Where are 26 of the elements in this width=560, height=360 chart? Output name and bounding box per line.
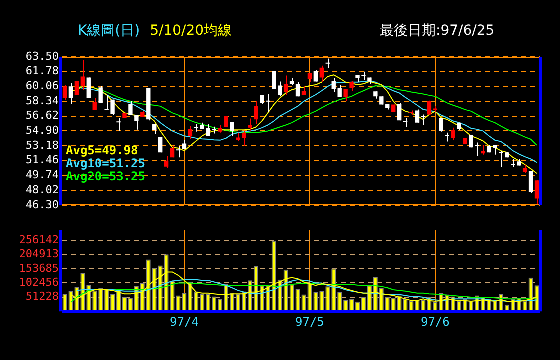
chart-title: K線圖(日) (78, 23, 140, 39)
text: Avg10=51.25 (66, 156, 146, 171)
text: 最後日期:97/6/25 (380, 22, 495, 40)
y-tick-label: 204913 (19, 248, 59, 261)
y-tick-label: 48.02 (26, 183, 59, 196)
text: Avg20=53.25 (66, 170, 146, 184)
candlestick (248, 118, 252, 132)
x-tick-label: 97/4 (170, 314, 199, 329)
y-tick-label: 102456 (19, 276, 59, 290)
y-tick-label: 63.50 (26, 50, 59, 63)
chart-subtitle: 5/10/20均線 (150, 23, 232, 39)
x-tick-label: 97/6 (420, 314, 450, 329)
y-tick-label: 51228 (26, 290, 59, 304)
y-tick-label: 153685 (19, 262, 59, 275)
y-tick-label: 58.34 (26, 94, 60, 108)
y-tick-label: 53.18 (26, 138, 59, 152)
y-tick-label: 61.78 (26, 64, 59, 78)
y-tick-label: 46.30 (26, 198, 59, 212)
y-tick-label: 56.62 (26, 109, 59, 122)
y-tick-label: 256142 (19, 233, 59, 246)
y-tick-label: 54.90 (26, 124, 59, 138)
y-tick-label: 51.46 (26, 154, 59, 167)
y-tick-label: 49.74 (26, 168, 60, 182)
text: Avg5=49.98 (66, 144, 138, 158)
x-tick-label: 97/5 (296, 314, 324, 329)
y-tick-label: 60.06 (26, 80, 59, 93)
